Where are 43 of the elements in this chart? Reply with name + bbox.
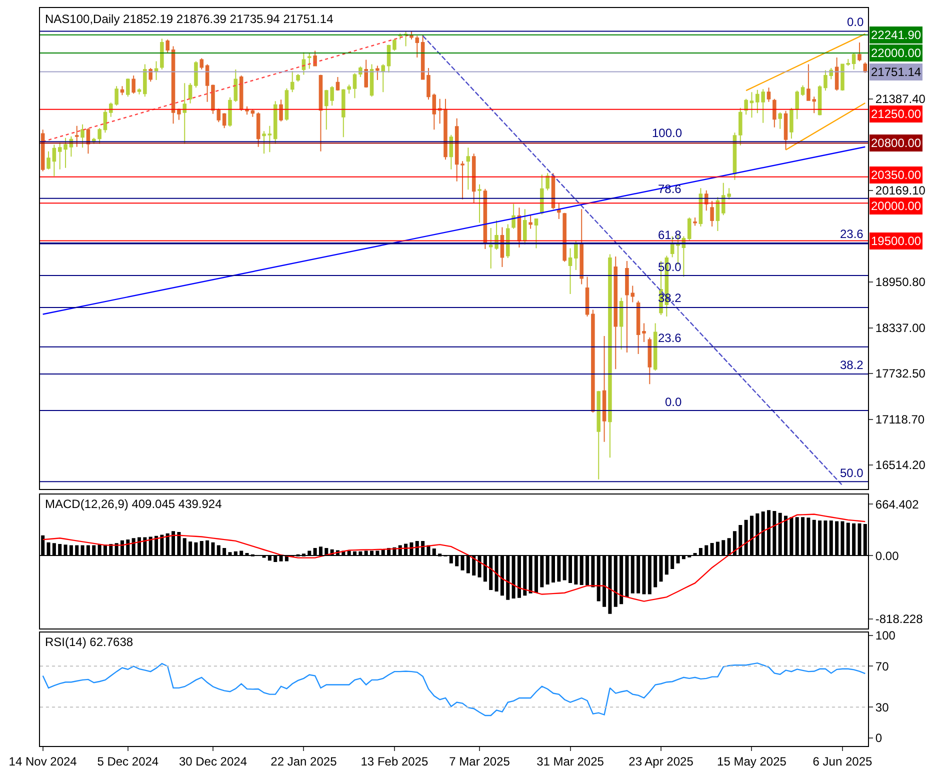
x-tick-label: 14 Nov 2024 (8, 754, 78, 768)
chart-title: MACD(12,26,9) 409.045 439.924 (45, 497, 222, 511)
x-tick-label: 23 Apr 2025 (628, 754, 694, 768)
x-tick-label: 31 Mar 2025 (536, 754, 604, 768)
x-tick-label: 30 Dec 2024 (178, 754, 248, 768)
y-tick-label: -818.228 (875, 612, 924, 626)
y-tick-label: 18950.80 (875, 275, 926, 290)
annotation: 0.0 (847, 15, 864, 29)
y-tick-label: 30 (875, 700, 890, 714)
y-tick-label: 70 (875, 659, 890, 674)
chart-title: NAS100,Daily 21852.19 21876.39 21735.94 21751.14 (45, 12, 334, 26)
ref-line-label: 21250.00 (871, 107, 922, 121)
ref-line-label: 22000.00 (871, 46, 922, 60)
annotation: 23.6 (658, 331, 682, 345)
ref-line-label: 20000.00 (871, 199, 922, 213)
y-tick-label: 100 (875, 628, 896, 643)
x-tick-label: 7 Mar 2025 (449, 754, 510, 768)
x-tick-label: 13 Feb 2025 (360, 754, 428, 768)
ref-line-label: 20350.00 (871, 168, 922, 182)
y-tick-label: 21387.40 (875, 92, 926, 106)
y-tick-label: 20169.10 (875, 184, 926, 198)
chart-title: RSI(14) 62.7638 (45, 635, 134, 649)
x-tick-label: 15 May 2025 (717, 754, 787, 768)
y-tick-label: 18337.00 (875, 321, 926, 336)
ref-line-label: 21751.14 (871, 65, 922, 79)
annotation: 38.2 (840, 358, 864, 372)
annotation: 50.0 (840, 466, 864, 480)
ref-line-label: 19500.00 (871, 234, 922, 248)
y-tick-label: 17732.50 (875, 366, 926, 381)
ref-line-label: 22241.90 (871, 28, 922, 42)
annotation: 23.6 (840, 227, 864, 241)
y-tick-label: 664.402 (875, 497, 920, 512)
y-tick-label: 17118.70 (875, 412, 925, 427)
annotation: 0.0 (665, 395, 682, 409)
x-tick-label: 6 Jun 2025 (812, 754, 872, 768)
annotation: 100.0 (652, 126, 682, 140)
x-tick-label: 5 Dec 2024 (97, 754, 159, 768)
ref-line-label: 20800.00 (871, 136, 922, 150)
y-tick-label: 16514.20 (875, 458, 926, 472)
x-tick-label: 22 Jan 2025 (270, 754, 338, 768)
y-tick-label: 0 (875, 731, 882, 746)
y-tick-label: 0.00 (875, 548, 900, 563)
annotation: 61.8 (658, 228, 682, 242)
